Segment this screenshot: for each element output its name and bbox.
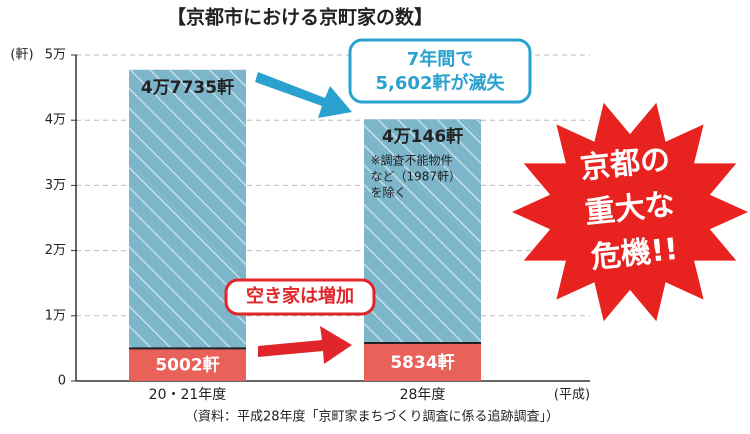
crisis-burst [512, 102, 748, 322]
vacant-arrow [258, 326, 352, 364]
plot-area: 0 1万 2万 3万 4万 5万 20・21年度 4万7735軒 5002軒 28年度 4万146軒… [45, 48, 590, 403]
x-tick-label: 28年度 [400, 387, 446, 403]
bar-hatch [364, 119, 481, 381]
y-tick-label: 5万 [45, 48, 66, 63]
y-tick-label: 3万 [45, 178, 66, 193]
y-tick-label: 4万 [45, 113, 66, 128]
bar-hatch [129, 69, 246, 382]
loss-callout [348, 38, 532, 104]
note-text: など（1987軒） [371, 170, 462, 184]
bar [129, 348, 246, 381]
source: （資料：平成28年度「京町家まちづくり調査に係る追跡調査」） [185, 409, 559, 425]
note-text: を除く [371, 185, 407, 200]
loss-text: 5,602軒が滅失 [376, 72, 506, 94]
bar [364, 342, 481, 381]
chart-title: 【京都市における京町家の数】 [167, 6, 433, 29]
value-label: 4万146軒 [382, 126, 463, 147]
loss-text: 7年間で [407, 48, 474, 70]
value-label: 5002軒 [155, 355, 219, 376]
x-tick-label: 20・21年度 [149, 387, 227, 403]
x-unit: (平成) [554, 388, 590, 403]
value-label: 5834軒 [390, 352, 454, 373]
vacant-text: 空き家は増加 [246, 285, 354, 307]
y-tick-label: 2万 [45, 243, 66, 258]
y-tick-label: 1万 [45, 308, 66, 323]
vacant-callout [224, 278, 376, 316]
y-tick-label: 0 [58, 374, 66, 389]
note-text: ※調査不能物件 [371, 154, 453, 168]
y-unit: (軒) [10, 48, 33, 63]
loss-arrow [255, 72, 352, 118]
value-label: 4万7735軒 [141, 77, 234, 98]
